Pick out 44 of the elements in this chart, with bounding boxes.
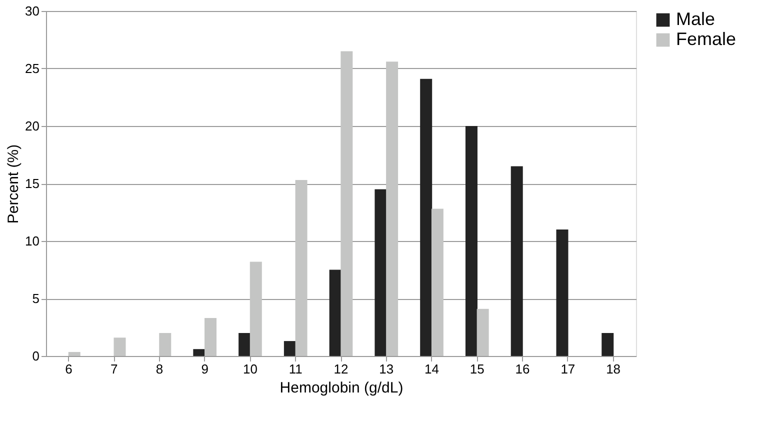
x-tick-label: 15 [470, 362, 484, 376]
bar [193, 349, 206, 356]
bar [465, 126, 478, 356]
x-tick-label: 11 [288, 362, 302, 376]
x-tick-label: 18 [606, 362, 621, 376]
x-tick-label: 6 [65, 362, 72, 376]
x-tick-label: 13 [379, 362, 394, 376]
legend-label: Female [676, 29, 736, 49]
x-tick-label: 10 [242, 362, 258, 376]
y-tick-label: 30 [25, 4, 40, 18]
bar [556, 230, 568, 356]
x-tick-label: 14 [424, 362, 440, 376]
bar [602, 333, 614, 356]
bar [420, 78, 432, 356]
y-tick-label: 5 [32, 291, 40, 306]
bar [510, 166, 523, 356]
bar [340, 51, 353, 356]
bar [476, 308, 489, 356]
x-tick-label: 17 [560, 362, 576, 376]
x-tick-label: 9 [201, 362, 208, 376]
legend-label: Male [676, 9, 716, 29]
bar [386, 62, 398, 356]
x-tick-label: 12 [334, 362, 348, 376]
bar [204, 318, 217, 356]
x-tick-label: 7 [110, 362, 118, 376]
bar [284, 341, 296, 356]
bar [114, 338, 126, 356]
bar [295, 180, 308, 356]
y-tick-label: 20 [25, 118, 40, 134]
x-tick-label: 16 [515, 362, 530, 376]
bar [431, 208, 444, 356]
bar [238, 333, 251, 356]
y-tick-label: 15 [25, 176, 40, 191]
y-tick-label: 10 [25, 234, 40, 248]
bar [68, 352, 80, 356]
bar [329, 270, 342, 356]
bar [159, 333, 172, 356]
x-axis-title: Hemoglobin (g/dL) [280, 380, 404, 396]
y-tick-label: 0 [32, 348, 40, 364]
y-tick-label: 25 [25, 61, 40, 76]
y-axis-title: Percent (%) [5, 144, 22, 224]
bar [374, 189, 387, 356]
bar [250, 262, 262, 356]
x-tick-label: 8 [156, 362, 164, 376]
